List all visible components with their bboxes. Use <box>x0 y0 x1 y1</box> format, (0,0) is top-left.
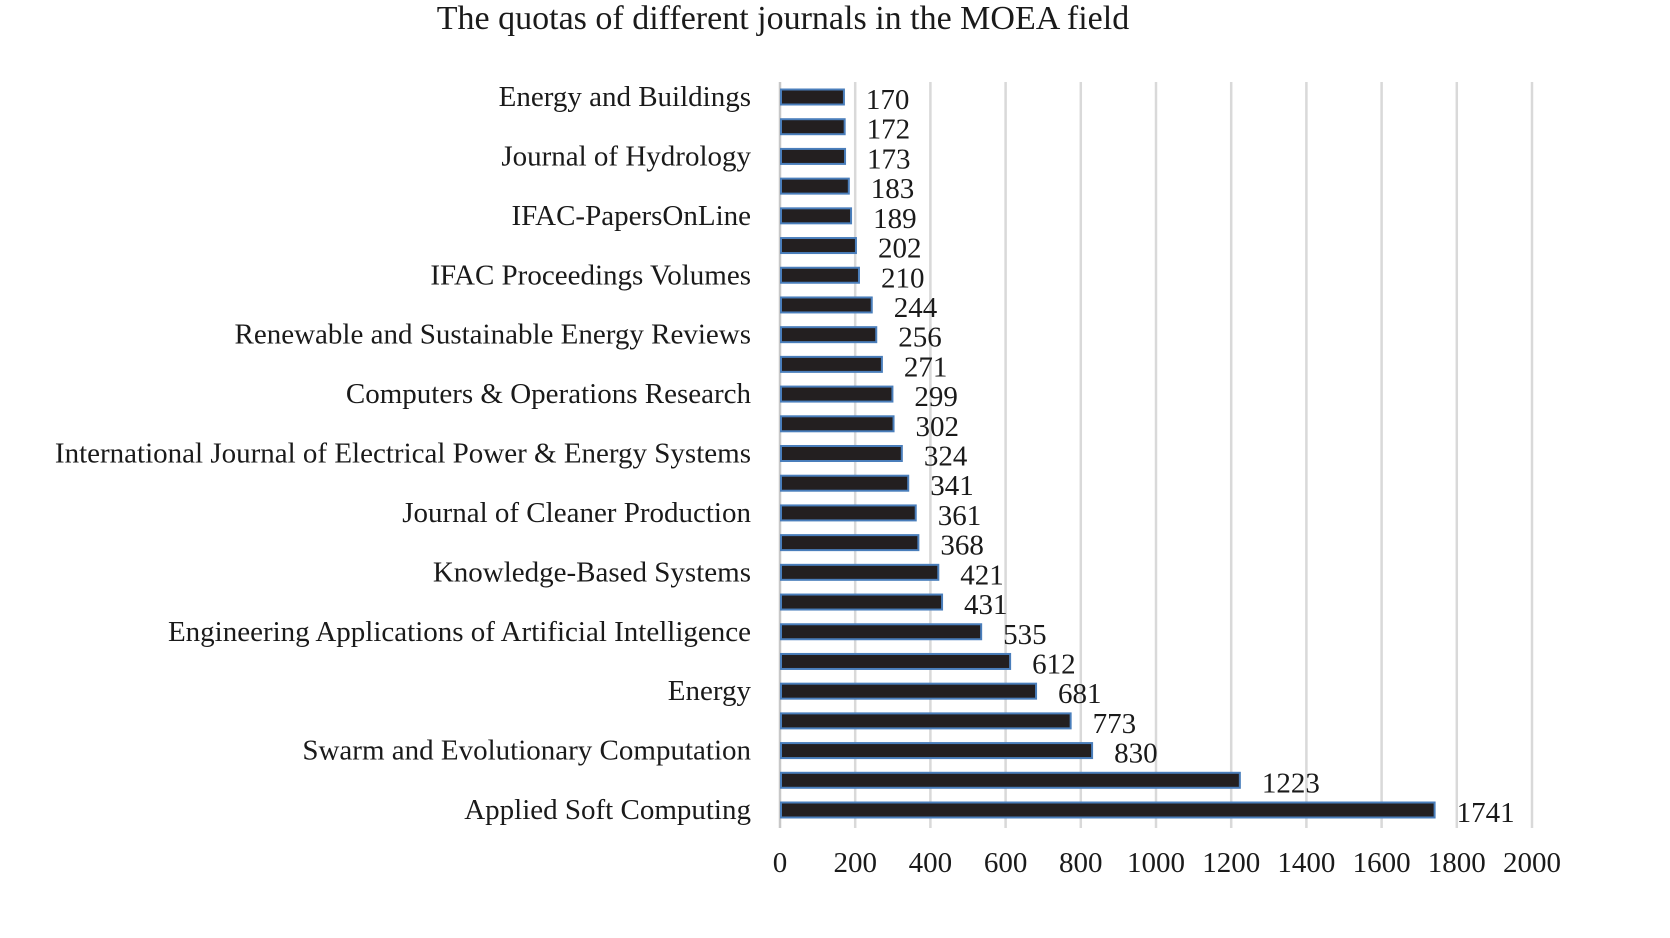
x-tick-label: 1400 <box>1277 847 1335 879</box>
data-label: 271 <box>904 351 948 383</box>
bar <box>780 415 895 433</box>
chart-title: The quotas of different journals in the … <box>437 0 1129 37</box>
data-label: 612 <box>1032 648 1076 680</box>
category-label: Computers & Operations Research <box>346 378 752 410</box>
category-label: Engineering Applications of Artificial I… <box>168 616 751 648</box>
bar <box>780 623 983 641</box>
bar <box>780 326 878 344</box>
category-label: Energy and Buildings <box>499 81 751 113</box>
bar <box>780 266 860 284</box>
data-label: 299 <box>914 381 958 413</box>
data-label: 421 <box>960 559 1004 591</box>
x-tick-label: 1000 <box>1127 847 1185 879</box>
bars <box>780 88 1436 819</box>
category-label: International Journal of Electrical Powe… <box>55 438 751 470</box>
data-labels: 1701721731831892022102442562712993023243… <box>866 84 1515 829</box>
data-label: 341 <box>930 470 974 502</box>
data-label: 1741 <box>1457 797 1515 829</box>
bar <box>780 801 1436 819</box>
x-tick-label: 0 <box>773 847 788 879</box>
bar <box>780 712 1072 730</box>
x-tick-label: 200 <box>833 847 877 879</box>
category-label: IFAC-PapersOnLine <box>512 200 751 232</box>
x-tick-label: 600 <box>984 847 1028 879</box>
bar <box>780 385 894 403</box>
x-tick-labels: 0 200 400 600 800 1000 1200 1400 1600 1800 2000 <box>773 847 1561 879</box>
bar <box>780 593 944 611</box>
bar <box>780 88 845 106</box>
x-tick-label: 400 <box>909 847 953 879</box>
bar <box>780 563 940 581</box>
data-label: 830 <box>1114 738 1158 770</box>
category-label: Swarm and Evolutionary Computation <box>302 735 751 767</box>
data-label: 173 <box>867 143 911 175</box>
data-label: 202 <box>878 233 922 265</box>
category-label: IFAC Proceedings Volumes <box>430 259 751 291</box>
data-label: 170 <box>866 84 910 116</box>
bar <box>780 652 1012 670</box>
bar <box>780 682 1038 700</box>
x-tick-label: 2000 <box>1503 847 1561 879</box>
data-label: 324 <box>924 441 968 473</box>
category-label: Applied Soft Computing <box>464 794 751 826</box>
x-tick-label: 1200 <box>1202 847 1260 879</box>
bar <box>780 771 1241 789</box>
data-label: 244 <box>894 292 938 324</box>
data-label: 210 <box>881 262 925 294</box>
bar <box>780 534 920 552</box>
gridlines <box>778 82 1534 828</box>
data-label: 256 <box>898 322 942 354</box>
bar <box>780 177 850 195</box>
x-tick-label: 1800 <box>1428 847 1486 879</box>
data-label: 172 <box>867 114 911 146</box>
data-label: 681 <box>1058 678 1102 710</box>
data-label: 302 <box>916 411 960 443</box>
data-label: 189 <box>873 203 917 235</box>
category-label: Knowledge-Based Systems <box>433 556 751 588</box>
bar <box>780 147 847 165</box>
bar <box>780 237 857 255</box>
bar <box>780 296 873 314</box>
data-label: 1223 <box>1262 767 1320 799</box>
data-label: 431 <box>964 589 1008 621</box>
bar <box>780 118 846 136</box>
category-label: Renewable and Sustainable Energy Reviews <box>235 319 752 351</box>
x-tick-label: 1600 <box>1353 847 1411 879</box>
data-label: 773 <box>1093 708 1137 740</box>
data-label: 535 <box>1003 619 1046 651</box>
data-label: 183 <box>871 173 915 205</box>
bar <box>780 207 853 225</box>
bar <box>780 742 1094 760</box>
data-label: 361 <box>938 500 982 532</box>
category-label: Energy <box>668 675 752 707</box>
category-label: Journal of Cleaner Production <box>402 497 751 529</box>
bar <box>780 474 910 492</box>
category-label: Journal of Hydrology <box>501 140 751 172</box>
bar <box>780 445 903 462</box>
x-tick-label: 800 <box>1059 847 1103 879</box>
bar <box>780 355 883 373</box>
bar <box>780 504 917 522</box>
data-label: 368 <box>940 530 984 562</box>
category-labels: Energy and Buildings Journal of Hydrology… <box>55 81 752 826</box>
